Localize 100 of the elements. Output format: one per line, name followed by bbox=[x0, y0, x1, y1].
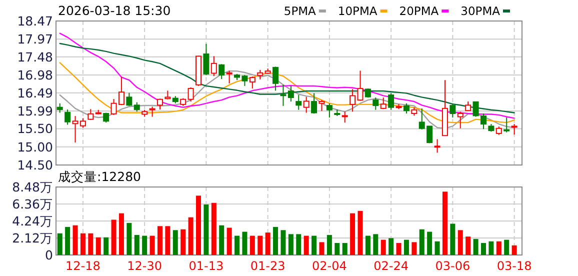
bar bbox=[157, 226, 162, 255]
bar bbox=[396, 242, 402, 255]
bar bbox=[442, 192, 448, 255]
bar bbox=[326, 234, 332, 255]
bar bbox=[404, 240, 409, 255]
candlestick bbox=[303, 96, 310, 114]
y-tick-label: 0 bbox=[45, 248, 54, 262]
candlestick bbox=[280, 84, 286, 106]
bar bbox=[180, 229, 186, 255]
candlestick bbox=[326, 102, 332, 118]
candlestick bbox=[450, 102, 456, 118]
candlestick bbox=[188, 86, 194, 102]
candlestick bbox=[272, 66, 279, 92]
bar bbox=[150, 236, 155, 255]
bar bbox=[473, 238, 478, 255]
bar bbox=[258, 236, 263, 255]
bar bbox=[80, 233, 86, 255]
candlestick bbox=[156, 98, 163, 110]
bar bbox=[165, 226, 170, 255]
legend-label: 10PMA bbox=[338, 4, 378, 18]
bar bbox=[126, 222, 132, 255]
y-tick-label: 14.50 bbox=[17, 158, 54, 172]
bar bbox=[250, 236, 255, 255]
candlestick bbox=[296, 94, 302, 110]
bar bbox=[412, 242, 417, 255]
y-tick-label: 4.24万 bbox=[12, 214, 53, 228]
candlestick bbox=[126, 92, 132, 106]
x-tick-label: 03-18 bbox=[496, 259, 532, 273]
bar bbox=[142, 236, 148, 255]
y-tick-label: 6.36万 bbox=[12, 196, 53, 212]
candlestick bbox=[457, 111, 464, 129]
bar bbox=[427, 232, 432, 255]
bar bbox=[312, 236, 317, 255]
bar bbox=[466, 236, 471, 255]
x-tick-label: 12-30 bbox=[127, 259, 162, 273]
bar bbox=[304, 236, 309, 255]
candlestick bbox=[311, 92, 318, 114]
bar bbox=[488, 241, 494, 255]
line-series bbox=[59, 42, 515, 114]
y-tick-label: 15.99 bbox=[17, 103, 54, 118]
bar bbox=[226, 228, 232, 255]
candlestick bbox=[226, 70, 232, 84]
y-tick-label: 17.97 bbox=[17, 32, 53, 47]
bar bbox=[365, 236, 370, 255]
candlestick bbox=[318, 100, 325, 112]
bar bbox=[342, 242, 348, 255]
candlestick bbox=[249, 76, 256, 89]
bar bbox=[350, 213, 356, 255]
bar bbox=[104, 237, 109, 255]
y-tick-label: 15.50 bbox=[17, 121, 54, 136]
candlestick bbox=[504, 116, 510, 133]
bar bbox=[234, 236, 240, 255]
candlestick bbox=[388, 92, 394, 110]
bar bbox=[480, 242, 486, 255]
candlestick bbox=[56, 102, 63, 114]
y-tick-label: 17.48 bbox=[17, 49, 54, 64]
bar bbox=[419, 229, 424, 255]
bar bbox=[188, 217, 194, 255]
bar bbox=[265, 232, 270, 255]
x-tick-label: 01-13 bbox=[188, 259, 224, 273]
bar bbox=[118, 213, 124, 255]
x-tick-label: 12-18 bbox=[66, 259, 100, 273]
legend-label: 20PMA bbox=[399, 4, 439, 18]
bar bbox=[358, 210, 363, 255]
y-tick-label: 18.47 bbox=[17, 14, 53, 28]
legend-label: 30PMA bbox=[460, 4, 500, 18]
bar bbox=[96, 237, 101, 255]
bar bbox=[504, 240, 510, 255]
bar bbox=[458, 230, 463, 255]
candlestick bbox=[203, 43, 210, 76]
y-tick-label: 15.00 bbox=[17, 139, 54, 154]
line-series bbox=[59, 32, 515, 119]
bar bbox=[172, 230, 178, 255]
x-tick-label: 03-06 bbox=[435, 259, 470, 273]
line-series bbox=[59, 62, 515, 124]
bar bbox=[512, 245, 517, 255]
candlestick bbox=[465, 101, 472, 112]
candlestick bbox=[403, 102, 410, 114]
bar bbox=[242, 232, 248, 255]
candlestick bbox=[257, 69, 264, 80]
bar bbox=[296, 234, 302, 255]
x-tick-label: 02-04 bbox=[312, 259, 347, 273]
bar bbox=[380, 240, 386, 255]
bar bbox=[373, 234, 378, 255]
bar bbox=[196, 196, 201, 255]
y-tick-label: 2.12万 bbox=[12, 230, 53, 246]
candlestick bbox=[372, 97, 379, 110]
bar bbox=[211, 202, 216, 255]
chart-title: 成交量:12280 bbox=[58, 169, 142, 184]
bar bbox=[334, 242, 340, 255]
bar bbox=[273, 226, 278, 255]
bar bbox=[219, 225, 224, 255]
bar bbox=[65, 226, 70, 255]
bar bbox=[88, 233, 94, 255]
candlestick bbox=[64, 109, 71, 126]
bar bbox=[111, 220, 116, 255]
legend-label: 5PMA bbox=[284, 4, 316, 18]
candlestick bbox=[288, 85, 294, 102]
bar bbox=[288, 234, 294, 255]
candlestick bbox=[218, 64, 225, 80]
